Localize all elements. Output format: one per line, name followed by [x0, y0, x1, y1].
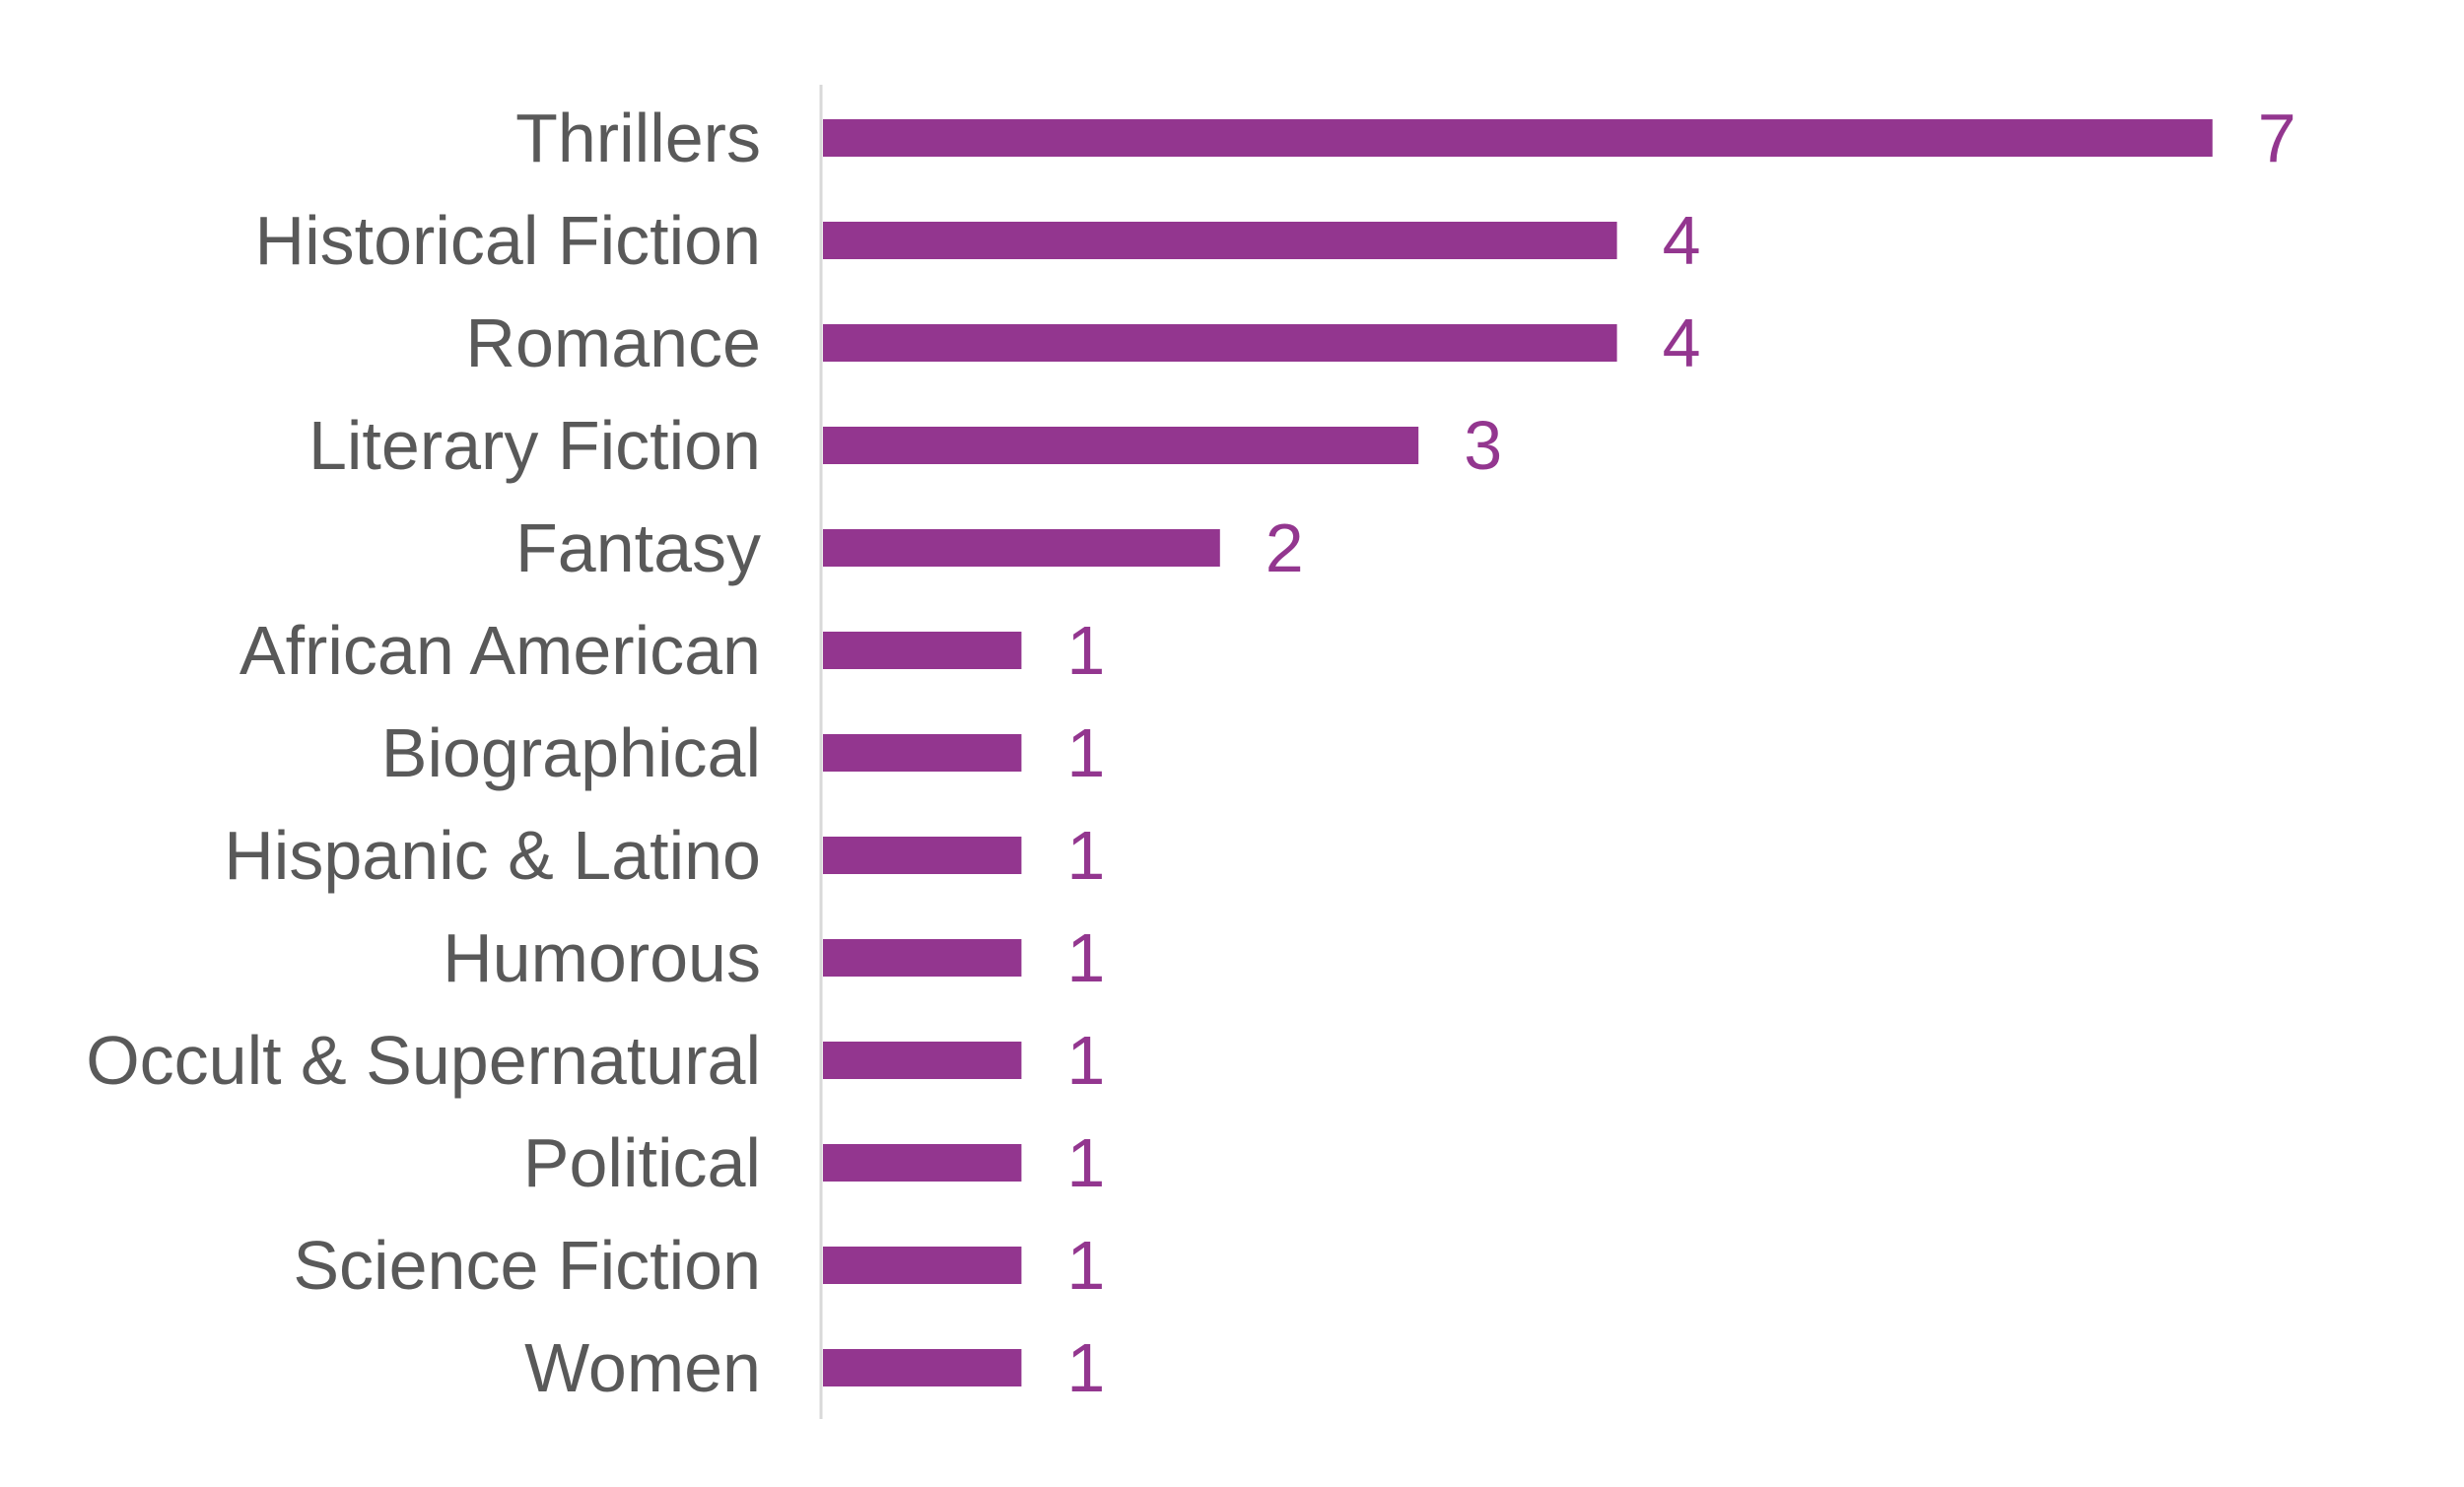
bar-humorous [823, 939, 1022, 977]
value-label-political: 1 [1066, 1124, 1105, 1201]
value-label-women: 1 [1066, 1329, 1105, 1406]
bar-hispanic-and-latino [823, 837, 1022, 874]
value-label-occult-and-supernatural: 1 [1066, 1022, 1105, 1099]
bar-romance [823, 324, 1617, 362]
category-label-biographical: Biographical [381, 714, 761, 791]
value-labels-layer: 7 4 4 3 2 1 1 1 1 1 1 1 1 [1066, 100, 2295, 1406]
category-label-literary-fiction: Literary Fiction [308, 407, 761, 484]
value-label-romance: 4 [1663, 304, 1701, 381]
bar-biographical [823, 734, 1022, 772]
category-label-women: Women [524, 1329, 761, 1406]
bar-occult-and-supernatural [823, 1042, 1022, 1079]
bar-african-american [823, 632, 1022, 669]
bar-literary-fiction [823, 427, 1419, 464]
value-label-historical-fiction: 4 [1663, 202, 1701, 279]
bar-science-fiction [823, 1247, 1022, 1284]
category-label-hispanic-and-latino: Hispanic & Latino [224, 817, 761, 894]
value-label-fantasy: 2 [1266, 509, 1304, 586]
bars-layer [823, 119, 2213, 1386]
category-label-occult-and-supernatural: Occult & Supernatural [86, 1022, 761, 1099]
value-label-literary-fiction: 3 [1464, 407, 1502, 484]
value-label-african-american: 1 [1066, 612, 1105, 689]
value-label-biographical: 1 [1066, 714, 1105, 791]
bar-thrillers [823, 119, 2213, 157]
category-label-fantasy: Fantasy [515, 509, 761, 586]
value-label-hispanic-and-latino: 1 [1066, 817, 1105, 894]
category-label-humorous: Humorous [443, 919, 761, 996]
category-label-political: Political [523, 1124, 761, 1201]
value-label-humorous: 1 [1066, 919, 1105, 996]
bar-political [823, 1144, 1022, 1182]
category-labels-layer: Thrillers Historical Fiction Romance Litera… [86, 100, 761, 1406]
category-label-romance: Romance [465, 304, 761, 381]
value-label-science-fiction: 1 [1066, 1227, 1105, 1304]
value-label-thrillers: 7 [2258, 100, 2296, 176]
category-label-historical-fiction: Historical Fiction [255, 202, 761, 279]
category-label-science-fiction: Science Fiction [293, 1227, 761, 1304]
bar-historical-fiction [823, 222, 1617, 259]
bar-fantasy [823, 529, 1220, 567]
category-label-african-american: African American [240, 612, 761, 689]
bar-women [823, 1349, 1022, 1386]
category-label-thrillers: Thrillers [515, 100, 761, 176]
